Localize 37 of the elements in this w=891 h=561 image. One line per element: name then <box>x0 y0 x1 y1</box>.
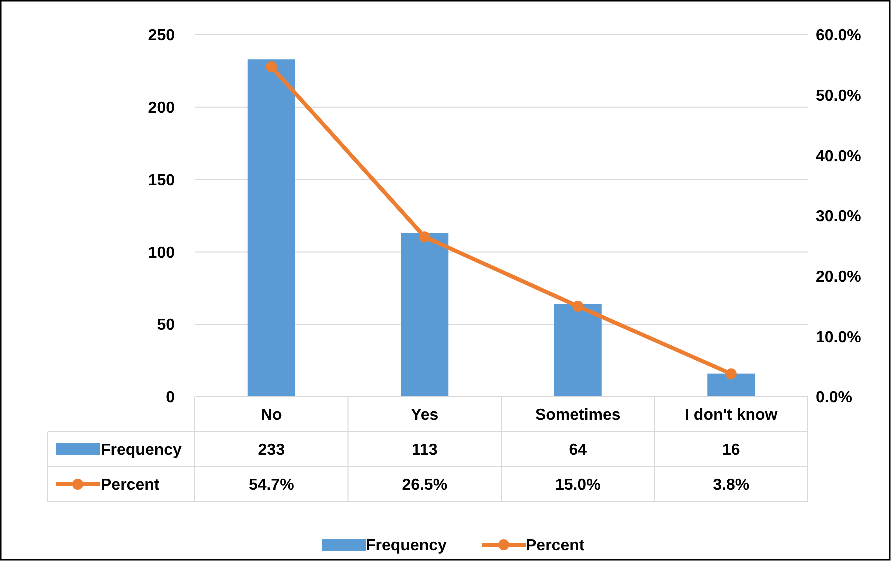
point <box>266 61 278 72</box>
bar <box>708 374 756 397</box>
y2-tick-label: 20.0% <box>816 268 862 286</box>
point <box>419 232 430 243</box>
bar <box>401 233 449 397</box>
data-label: 16 <box>722 442 740 460</box>
y2-tick-label: 10.0% <box>816 329 862 346</box>
y-tick-label: 0 <box>166 390 176 407</box>
y-tick-label: 250 <box>148 28 176 45</box>
text: Percent <box>526 538 585 555</box>
x-tick-label: Sometimes <box>535 407 621 424</box>
y2-tick-label: 0.0% <box>816 390 852 407</box>
legend-label: Percent <box>101 477 160 494</box>
x-tick-label: Yes <box>411 407 439 424</box>
x-tick-label: No <box>260 407 283 424</box>
point <box>726 368 737 380</box>
y-tick-label: 50 <box>157 317 176 334</box>
data-label: 64 <box>569 442 588 460</box>
y2-tick-label: 40.0% <box>816 148 862 166</box>
data-label: 233 <box>258 442 286 460</box>
y-tick-label: 200 <box>148 100 176 117</box>
legend-label: Frequency <box>101 442 182 460</box>
data-label: 15.0% <box>555 477 601 494</box>
x-tick-label: I don't know <box>685 407 778 424</box>
bar <box>248 60 296 397</box>
data-label: 3.8% <box>713 477 750 494</box>
data-label: 26.5% <box>402 477 448 494</box>
y-tick-label: 150 <box>148 172 176 190</box>
data-label: 113 <box>412 442 438 460</box>
data-label: 54.7% <box>248 477 294 494</box>
y2-tick-label: 50.0% <box>816 88 862 105</box>
y2-tick-label: 60.0% <box>816 28 862 45</box>
y2-tick-label: 30.0% <box>816 208 862 226</box>
y-tick-label: 100 <box>148 244 176 262</box>
bar <box>554 304 602 397</box>
text: Frequency <box>366 538 447 555</box>
point <box>572 301 584 312</box>
